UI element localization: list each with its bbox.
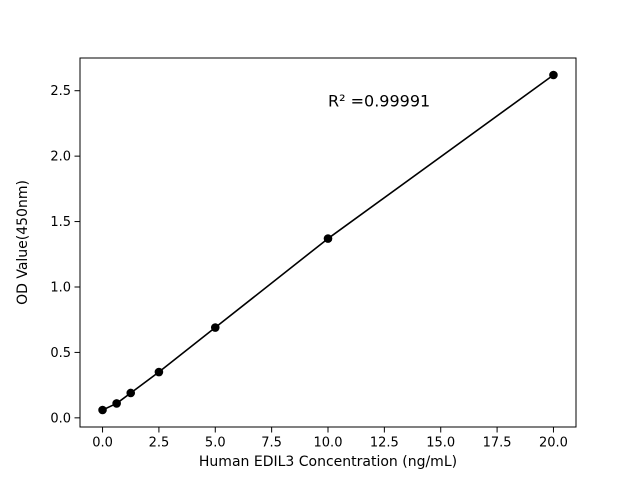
y-axis-tick-label: 2.5: [50, 84, 71, 99]
x-axis-tick-label: 0.0: [92, 436, 113, 451]
x-axis-tick-label: 2.5: [149, 436, 170, 451]
plot-area-border: [79, 57, 577, 428]
data-point: [154, 367, 164, 377]
data-point: [112, 399, 121, 408]
y-axis-tick-label: 1.0: [50, 280, 71, 295]
data-point: [210, 323, 220, 332]
y-axis-label: OD Value(450nm): [15, 180, 31, 305]
x-axis-tick-label: 7.5: [261, 436, 282, 451]
data-point: [549, 70, 558, 80]
x-axis-tick-label: 15.0: [426, 436, 455, 451]
data-point: [126, 388, 136, 398]
x-axis-tick-label: 10.0: [314, 436, 343, 451]
data-point: [98, 405, 107, 415]
r-squared-annotation: R² =0.99991: [328, 91, 430, 110]
x-axis-label: Human EDIL3 Concentration (ng/mL): [199, 454, 457, 470]
x-axis-tick-label: 5.0: [205, 436, 226, 451]
y-axis-tick-label: 1.5: [50, 215, 71, 230]
x-axis-tick-label: 20.0: [539, 436, 568, 451]
data-point: [323, 234, 333, 243]
x-axis-tick-label: 12.5: [370, 436, 399, 451]
y-axis-tick-label: 0.0: [50, 411, 71, 426]
x-axis-tick-label: 17.5: [483, 436, 512, 451]
y-axis-tick-label: 2.0: [50, 150, 71, 165]
y-axis-tick-label: 0.5: [50, 346, 71, 361]
